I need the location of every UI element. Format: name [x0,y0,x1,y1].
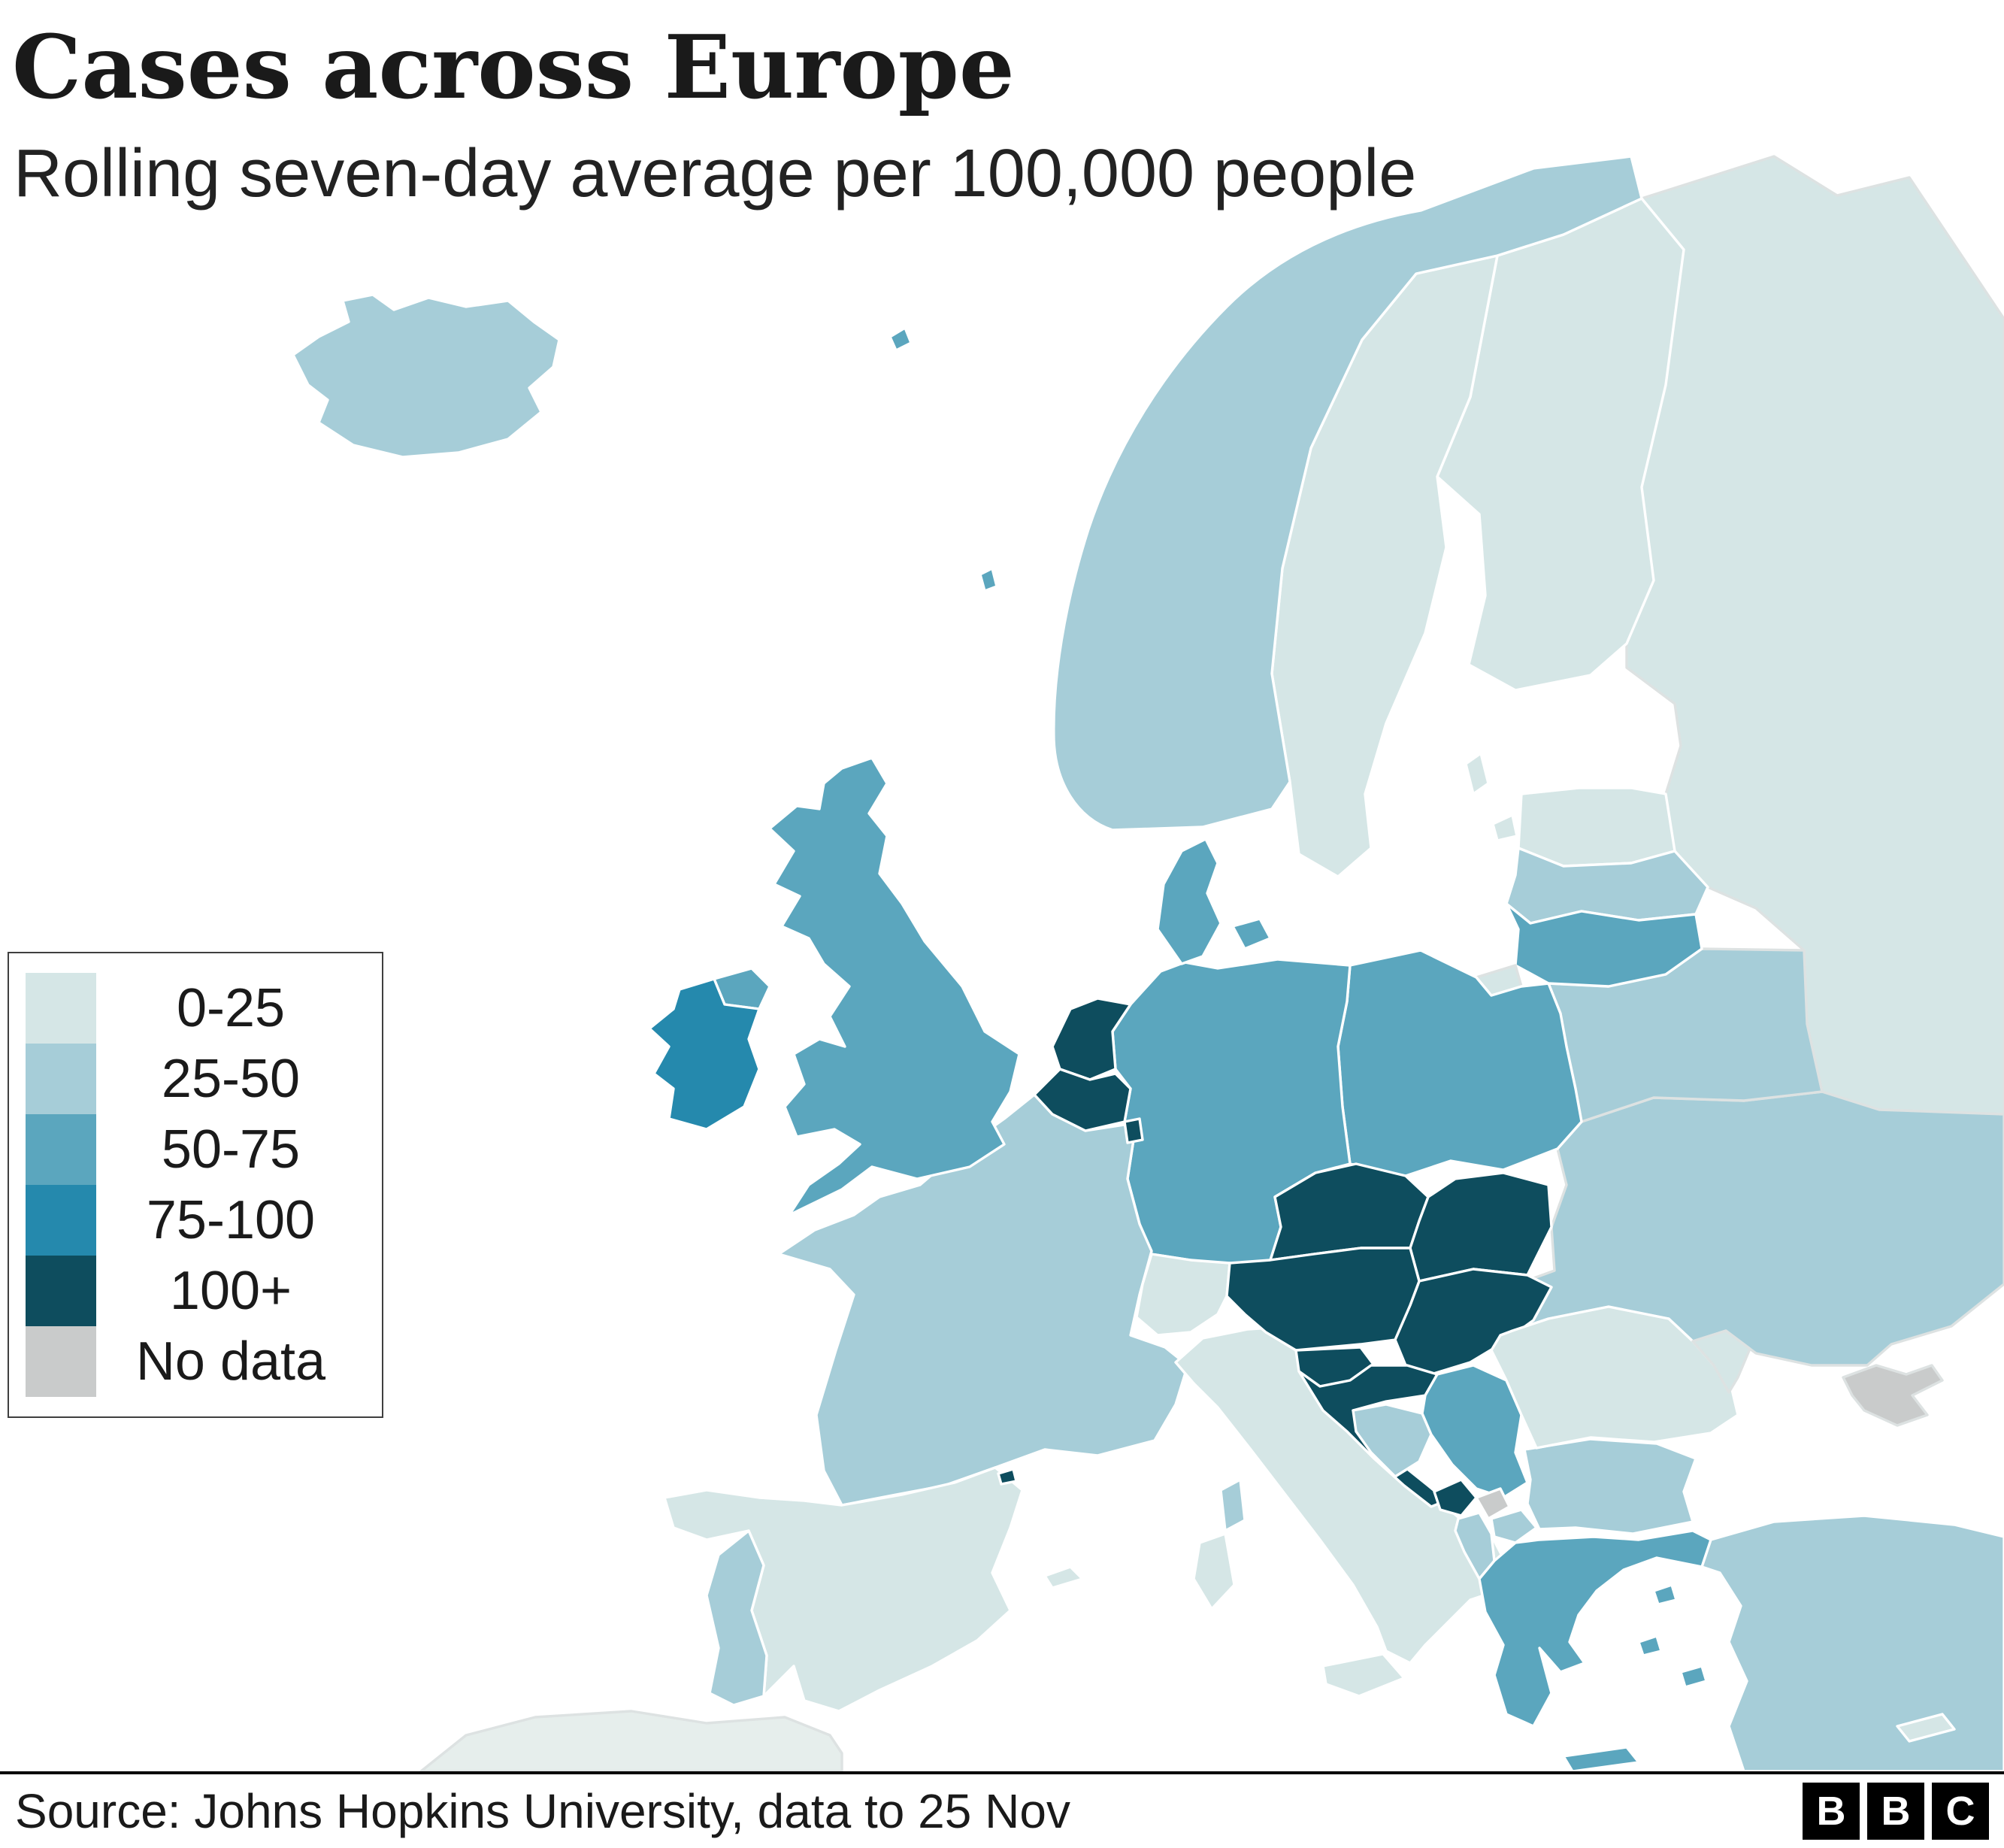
country-denmark-islands [1231,917,1272,950]
country-bulgaria [1523,1438,1697,1535]
island-aegean-1 [1652,1583,1678,1606]
legend-swatch-25-50 [26,1044,96,1114]
bbc-logo-letter-3: C [1932,1783,1989,1840]
legend-label-75-100: 75-100 [146,1190,316,1250]
country-estonia [1517,786,1676,868]
country-austria [1225,1247,1421,1352]
legend-row: 0-25 [26,973,365,1044]
legend-label-100-plus: 100+ [169,1261,292,1321]
island-sicily [1321,1653,1406,1698]
legend-swatch-100-plus [26,1256,96,1326]
legend-row: 75-100 [26,1185,365,1256]
country-ireland [648,977,761,1131]
legend-row: 25-50 [26,1044,365,1114]
country-estonia-island [1491,813,1518,842]
country-andorra [997,1468,1018,1486]
island-sardinia [1192,1532,1236,1610]
legend-swatch-no-data [26,1326,96,1397]
country-norway [1052,155,1643,832]
country-belgium [1033,1068,1132,1132]
island-gotland [1464,752,1490,795]
bbc-logo: B B C [1803,1783,1989,1840]
legend-swatch-50-75 [26,1114,96,1185]
legend: 0-25 25-50 50-75 75-100 100+ No data [8,952,383,1418]
legend-label-0-25: 0-25 [176,978,286,1038]
country-bosnia-herzegovina [1352,1403,1433,1478]
footer: Source: Johns Hopkins University, data t… [0,1771,2004,1848]
header: Cases across Europe Rolling seven-day av… [12,17,1992,213]
country-spain [663,1466,1024,1713]
legend-swatch-0-25 [26,973,96,1044]
legend-row: 100+ [26,1256,365,1326]
legend-row: No data [26,1326,365,1397]
island-corsica [1219,1478,1246,1532]
country-north-macedonia [1490,1508,1538,1544]
legend-swatch-75-100 [26,1185,96,1256]
country-romania [1490,1305,1739,1450]
country-portugal [705,1529,768,1707]
legend-label-25-50: 25-50 [161,1049,301,1109]
country-moldova [1691,1329,1751,1394]
bbc-logo-letter-2: B [1867,1783,1924,1840]
country-denmark [1156,838,1222,965]
island-shetland [979,567,998,592]
source-text: Source: Johns Hopkins University, data t… [15,1784,1070,1838]
region-kosovo [1475,1487,1511,1520]
island-balearics [1043,1565,1084,1589]
bbc-logo-letter-1: B [1803,1783,1860,1840]
page-title: Cases across Europe [12,17,1015,119]
island-rhodes [1679,1665,1708,1689]
country-poland [1337,949,1583,1177]
country-united-kingdom [768,756,1021,1216]
island-aegean-2 [1637,1634,1663,1657]
country-iceland [292,293,561,459]
island-crete [1562,1746,1640,1771]
country-greece [1478,1529,1712,1728]
country-serbia [1421,1364,1529,1499]
country-switzerland [1135,1253,1231,1337]
country-turkey [1700,1514,2004,1771]
country-faroe-islands [888,326,913,352]
country-luxembourg [1123,1117,1144,1144]
region-north-africa [419,1710,843,1771]
legend-label-no-data: No data [135,1331,326,1392]
country-lithuania [1505,902,1703,988]
legend-label-50-75: 50-75 [161,1119,301,1180]
country-montenegro [1433,1478,1478,1517]
europe-map [0,144,2004,1771]
page-subtitle: Rolling seven-day average per 100,000 pe… [14,135,1417,211]
legend-row: 50-75 [26,1114,365,1185]
country-cyprus [1896,1713,1956,1743]
region-crimea [1842,1364,1944,1427]
